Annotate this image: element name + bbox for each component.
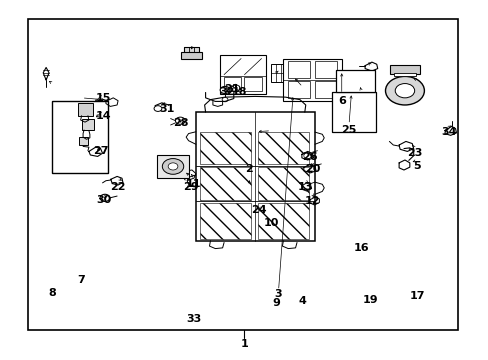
Circle shape [175,117,185,124]
Text: 13: 13 [297,182,312,192]
Text: 16: 16 [353,243,368,253]
Bar [393,73,415,76]
Text: 22: 22 [110,182,125,192]
Text: 9: 9 [272,298,280,308]
Text: 1: 1 [240,339,248,349]
Text: 7: 7 [78,275,85,285]
Bar [314,61,336,78]
Text: 18: 18 [231,87,247,98]
Text: 33: 33 [185,314,201,324]
Bar [224,77,241,91]
Bar [157,155,188,178]
Bar [287,61,309,78]
Text: 2: 2 [245,164,253,174]
Circle shape [239,180,259,194]
Bar [52,102,108,173]
Bar [215,132,273,144]
Text: 20: 20 [304,164,320,174]
Text: 8: 8 [48,288,56,297]
Text: 32: 32 [219,87,235,98]
Bar [283,59,341,102]
Text: 11: 11 [185,179,201,189]
Text: 3: 3 [274,289,282,299]
Bar [52,102,108,173]
Bar [200,203,250,239]
Text: 12: 12 [304,197,320,206]
Text: 27: 27 [93,147,109,157]
Circle shape [222,98,227,102]
Circle shape [245,199,253,204]
Text: 24: 24 [251,205,266,215]
Text: 17: 17 [408,291,424,301]
Text: 29: 29 [183,182,199,192]
Text: 4: 4 [298,296,306,306]
Text: 14: 14 [96,111,111,121]
Bar [258,132,308,164]
Circle shape [162,158,183,174]
Bar [258,203,308,239]
Circle shape [256,213,262,218]
Bar [258,167,308,200]
Bar [287,81,309,98]
Bar [335,70,374,93]
Bar [331,93,375,132]
Bar [196,112,314,241]
Text: 5: 5 [412,161,420,171]
Text: 19: 19 [363,295,378,305]
Bar [200,132,250,164]
Bar [181,52,201,59]
Circle shape [252,200,265,210]
Text: 15: 15 [96,93,111,103]
Bar [81,119,94,130]
Circle shape [303,153,311,158]
Text: 25: 25 [341,125,356,135]
Bar [220,55,266,94]
Bar [79,137,88,145]
Bar [184,47,199,53]
Bar [389,64,419,73]
Text: 10: 10 [263,218,278,228]
Bar [28,19,458,330]
Text: 26: 26 [302,152,317,162]
Circle shape [385,76,424,105]
Text: 28: 28 [173,118,189,128]
Text: 6: 6 [337,96,345,107]
Text: 23: 23 [406,148,422,158]
Circle shape [220,86,229,94]
Bar [78,103,93,116]
Text: 21: 21 [224,84,240,94]
Circle shape [100,194,110,202]
Text: 30: 30 [96,195,111,204]
Bar [314,81,336,98]
Bar [271,64,289,82]
Circle shape [168,163,178,170]
Bar [244,77,261,91]
Text: 34: 34 [440,127,455,137]
Circle shape [394,84,414,98]
Bar [353,82,366,96]
Bar [200,167,250,200]
Bar [331,93,375,132]
Bar [335,70,374,93]
Circle shape [154,106,162,111]
Text: 31: 31 [159,104,174,113]
